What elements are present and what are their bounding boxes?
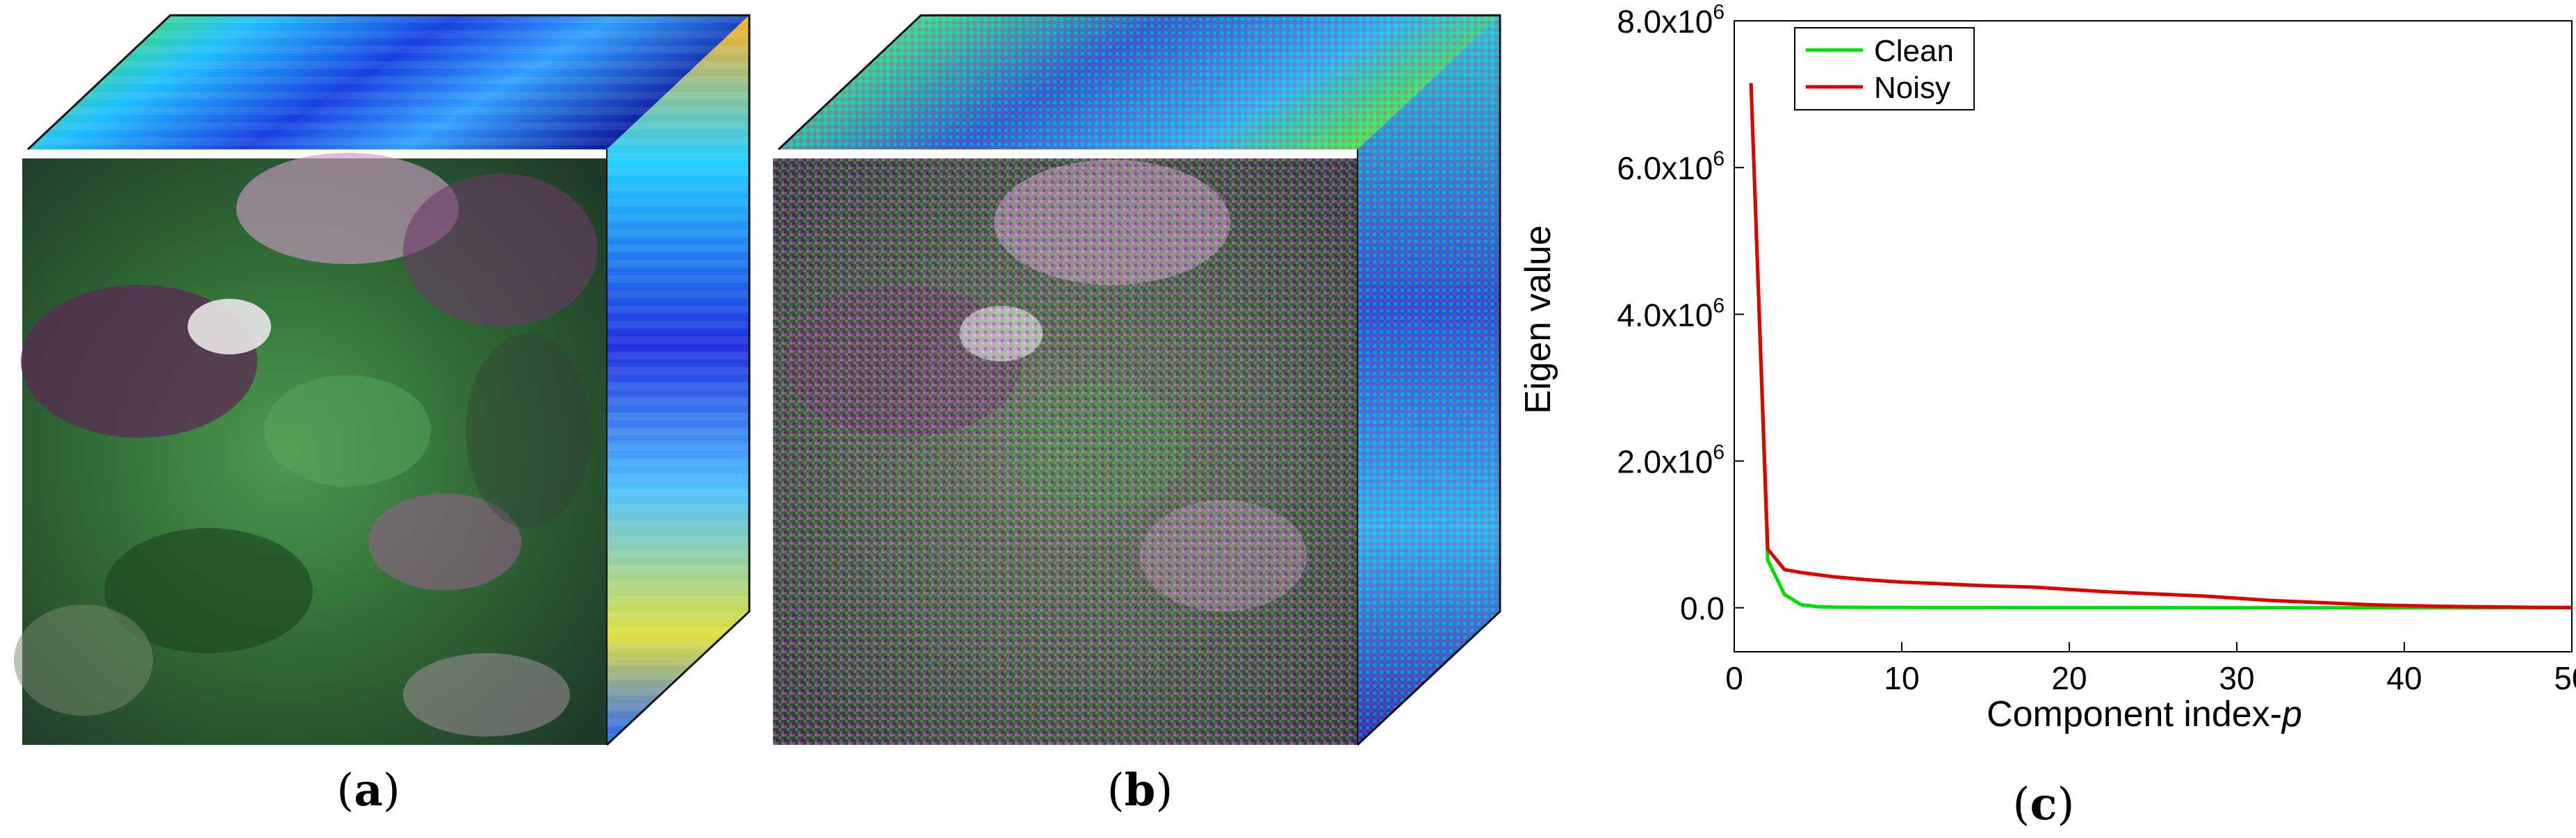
chart-series [1749,83,2573,610]
series-line-clean [1749,83,2572,610]
panel-label-b: (b) [1107,764,1173,816]
x-axis-label: Component index-p [1987,694,2302,734]
series-line-noisy [1749,83,2573,609]
x-tick-label: 10 [1884,660,1919,696]
chart-legend: Clean Noisy [1794,27,1975,110]
panel-label-c: (c) [2012,778,2075,830]
legend-box [1794,27,1975,110]
y-axis-label: Eigen value [1518,225,1558,414]
clean-hyperspectral-cube [14,14,751,746]
panel-label-a: (a) [336,764,400,816]
chart-axes [1734,20,2573,652]
y-tick-label: 2.0x106 [1617,441,1725,479]
legend-entry-noisy: Noisy [1874,71,1950,105]
eigenvalue-chart: 0.0 2.0x106 4.0x106 6.0x106 8.0x106 0 10 20 30 4… [1518,1,2576,734]
x-tick-label: 40 [2386,660,2422,696]
y-tick-label: 4.0x106 [1617,294,1725,333]
x-tick-label: 20 [2051,660,2087,696]
y-tick-label: 6.0x106 [1617,147,1725,186]
x-axis-label-main: Component index- [1987,694,2282,734]
plot-frame [1734,20,2573,652]
x-tick-label: 50 [2554,660,2576,696]
y-tick-label: 0.0 [1680,591,1725,627]
noisy-hyperspectral-cube [773,14,1501,746]
x-tick-label: 0 [1725,660,1743,696]
y-axis-ticks: 0.0 2.0x106 4.0x106 6.0x106 8.0x106 [1617,1,1744,627]
x-tick-label: 30 [2219,660,2254,696]
x-axis-label-italic: p [2281,694,2302,734]
x-axis-ticks: 0 10 20 30 40 50 [1725,642,2576,696]
legend-entry-clean: Clean [1874,34,1954,68]
y-tick-label: 8.0x106 [1617,1,1725,40]
